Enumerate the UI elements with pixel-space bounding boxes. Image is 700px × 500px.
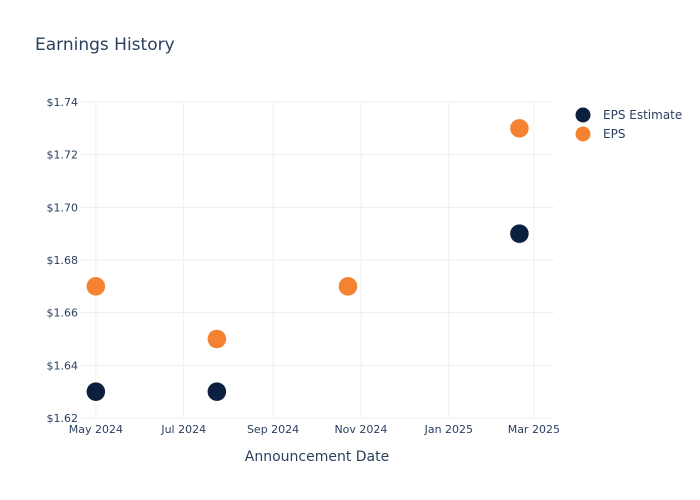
point-eps[interactable] [338, 276, 358, 297]
point-eps-estimate[interactable] [86, 381, 106, 402]
y-tick-label: $1.70 [47, 201, 79, 214]
y-tick-label: $1.72 [47, 149, 79, 162]
y-tick-label: $1.66 [47, 307, 79, 320]
chart-title: Earnings History [35, 35, 175, 55]
x-tick-label: Nov 2024 [334, 423, 387, 436]
point-eps[interactable] [207, 329, 227, 349]
data-points [86, 118, 530, 402]
y-tick-label: $1.62 [47, 412, 79, 425]
x-axis-ticks: May 2024 Jul 2024 Sep 2024 Nov 2024 Jan 2025… [69, 423, 560, 436]
x-tick-label: May 2024 [69, 423, 123, 436]
x-axis-title: Announcement Date [245, 449, 389, 465]
x-tick-label: Mar 2025 [508, 423, 560, 436]
point-eps-estimate[interactable] [509, 223, 530, 244]
legend[interactable]: EPS Estimate EPS [575, 107, 683, 142]
legend-marker [575, 107, 591, 123]
point-eps[interactable] [509, 118, 530, 139]
legend-label[interactable]: EPS Estimate [603, 108, 682, 122]
y-tick-label: $1.68 [47, 254, 79, 267]
point-eps[interactable] [86, 276, 106, 297]
x-tick-label: Jul 2024 [160, 423, 206, 436]
legend-label[interactable]: EPS [603, 127, 625, 141]
y-tick-label: $1.64 [47, 359, 79, 372]
point-eps-estimate[interactable] [207, 381, 227, 402]
legend-marker [575, 126, 591, 142]
grid-layer [80, 101, 554, 419]
y-tick-label: $1.74 [47, 96, 79, 109]
x-tick-label: Jan 2025 [424, 423, 473, 436]
x-tick-label: Sep 2024 [247, 423, 299, 436]
y-axis-ticks: $1.62 $1.64 $1.66 $1.68 $1.70 $1.72 $1.74 [47, 96, 79, 425]
